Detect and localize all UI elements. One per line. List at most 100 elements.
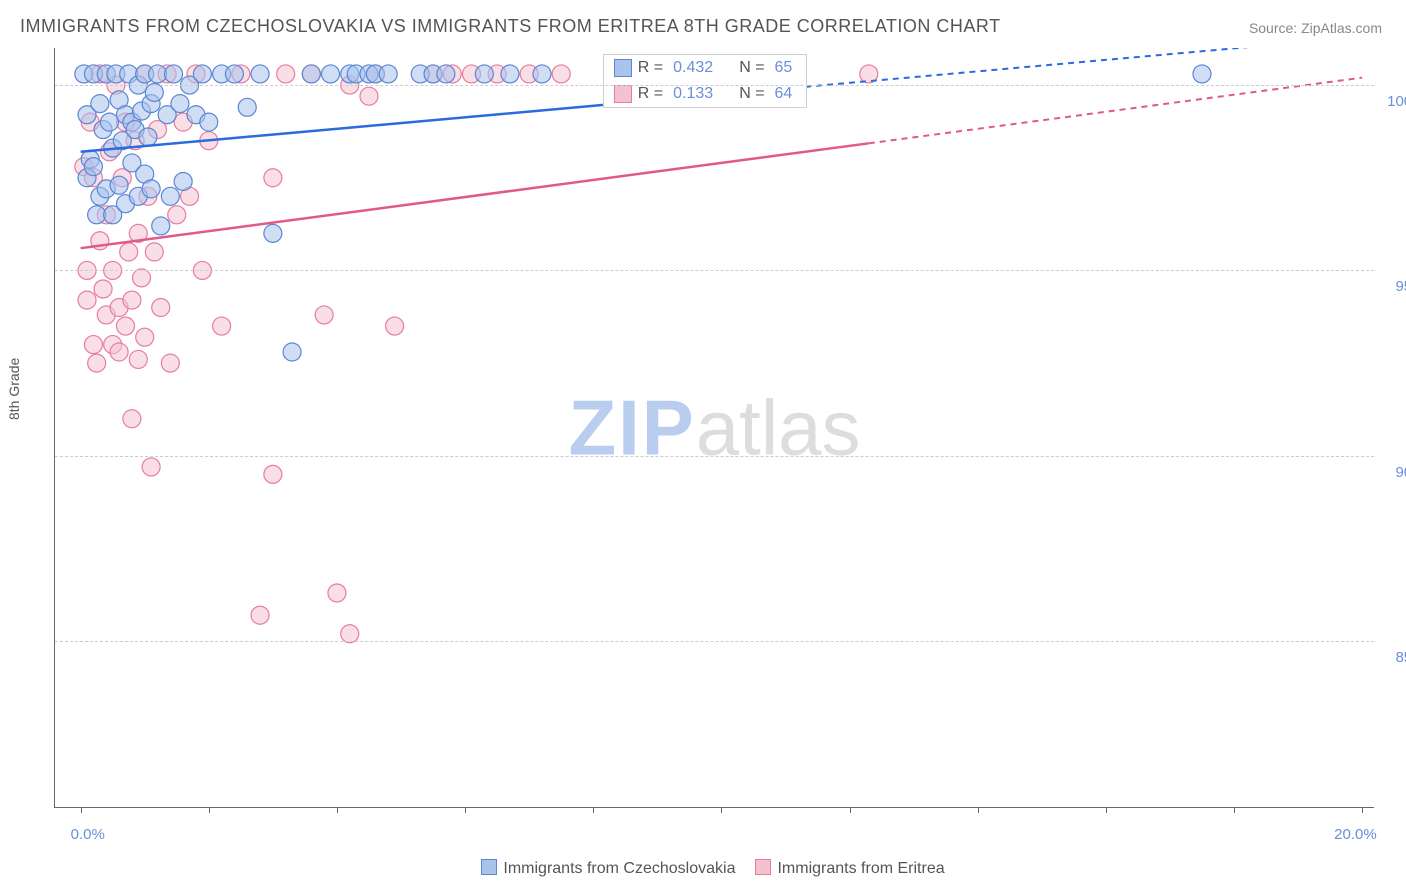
cz-point xyxy=(251,65,269,83)
er-point xyxy=(341,625,359,643)
cz-point xyxy=(1193,65,1211,83)
gridline xyxy=(55,456,1374,457)
x-tick xyxy=(81,807,82,813)
er-point xyxy=(251,606,269,624)
gridline xyxy=(55,270,1374,271)
cz-point xyxy=(200,113,218,131)
x-tick xyxy=(1234,807,1235,813)
cz-point xyxy=(193,65,211,83)
series-legend: Immigrants from Czechoslovakia Immigrants… xyxy=(0,859,1406,878)
cz-point xyxy=(84,158,102,176)
er-point xyxy=(161,354,179,372)
y-axis-label: 8th Grade xyxy=(6,358,22,420)
correlation-legend: R = 0.432 N = 65 R = 0.133 N = 64 xyxy=(603,54,808,108)
x-tick xyxy=(850,807,851,813)
cz-point xyxy=(171,95,189,113)
er-point xyxy=(129,350,147,368)
cz-point xyxy=(264,224,282,242)
er-point xyxy=(152,299,170,317)
er-point xyxy=(84,336,102,354)
r-value: 0.133 xyxy=(673,85,713,103)
er-point xyxy=(360,87,378,105)
er-point xyxy=(264,465,282,483)
er-point xyxy=(123,410,141,428)
cz-point xyxy=(174,172,192,190)
legend-label-cz: Immigrants from Czechoslovakia xyxy=(503,860,735,877)
cz-point xyxy=(283,343,301,361)
gridline xyxy=(55,641,1374,642)
x-tick xyxy=(209,807,210,813)
chart-svg xyxy=(55,48,1375,808)
cz-point xyxy=(149,65,167,83)
cz-point xyxy=(379,65,397,83)
cz-point xyxy=(139,128,157,146)
cz-point xyxy=(142,180,160,198)
cz-point xyxy=(302,65,320,83)
x-tick xyxy=(721,807,722,813)
er-point xyxy=(277,65,295,83)
legend-swatch xyxy=(481,859,497,875)
y-tick-label: 100.0% xyxy=(1387,93,1406,110)
er-point xyxy=(168,206,186,224)
n-label: N = xyxy=(739,59,764,77)
r-label: R = xyxy=(638,59,663,77)
er-point xyxy=(145,243,163,261)
cz-point xyxy=(238,98,256,116)
source-attribution: Source: ZipAtlas.com xyxy=(1249,20,1382,36)
cz-point xyxy=(145,83,163,101)
er-point xyxy=(264,169,282,187)
er-point xyxy=(78,291,96,309)
er-point xyxy=(116,317,134,335)
er-trendline-extrap xyxy=(869,78,1362,144)
x-tick-label: 0.0% xyxy=(71,826,105,843)
cz-point xyxy=(165,65,183,83)
legend-label-er: Immigrants from Eritrea xyxy=(777,860,944,877)
r-value: 0.432 xyxy=(673,59,713,77)
cz-point xyxy=(152,217,170,235)
er-point xyxy=(120,243,138,261)
cz-point xyxy=(161,187,179,205)
er-point xyxy=(315,306,333,324)
chart-plot-area: ZIPatlas R =0.432N =65R =0.133N =64 100.… xyxy=(54,48,1374,808)
cz-point xyxy=(110,176,128,194)
cz-point xyxy=(533,65,551,83)
er-point xyxy=(88,354,106,372)
legend-row-cz: R = 0.432 N = 65 xyxy=(604,55,807,81)
x-tick xyxy=(593,807,594,813)
x-tick xyxy=(465,807,466,813)
cz-point xyxy=(100,113,118,131)
x-tick xyxy=(1106,807,1107,813)
legend-swatch xyxy=(614,59,632,77)
er-point xyxy=(133,269,151,287)
n-value: 65 xyxy=(775,59,793,77)
er-point xyxy=(110,343,128,361)
y-tick-label: 95.0% xyxy=(1395,278,1406,295)
r-label: R = xyxy=(638,85,663,103)
n-value: 64 xyxy=(775,85,793,103)
er-point xyxy=(123,291,141,309)
er-point xyxy=(142,458,160,476)
legend-swatch xyxy=(614,85,632,103)
x-tick xyxy=(337,807,338,813)
cz-point xyxy=(91,95,109,113)
x-tick xyxy=(1362,807,1363,813)
x-tick xyxy=(978,807,979,813)
y-tick-label: 85.0% xyxy=(1395,649,1406,666)
cz-point xyxy=(501,65,519,83)
er-point xyxy=(552,65,570,83)
cz-point xyxy=(225,65,243,83)
er-point xyxy=(386,317,404,335)
er-point xyxy=(328,584,346,602)
cz-point xyxy=(475,65,493,83)
cz-point xyxy=(322,65,340,83)
er-point xyxy=(136,328,154,346)
cz-point xyxy=(88,206,106,224)
er-point xyxy=(94,280,112,298)
cz-point xyxy=(437,65,455,83)
gridline xyxy=(55,85,1374,86)
n-label: N = xyxy=(739,85,764,103)
chart-title: IMMIGRANTS FROM CZECHOSLOVAKIA VS IMMIGR… xyxy=(20,16,1001,37)
y-tick-label: 90.0% xyxy=(1395,464,1406,481)
legend-swatch xyxy=(755,859,771,875)
x-tick-label: 20.0% xyxy=(1334,826,1377,843)
